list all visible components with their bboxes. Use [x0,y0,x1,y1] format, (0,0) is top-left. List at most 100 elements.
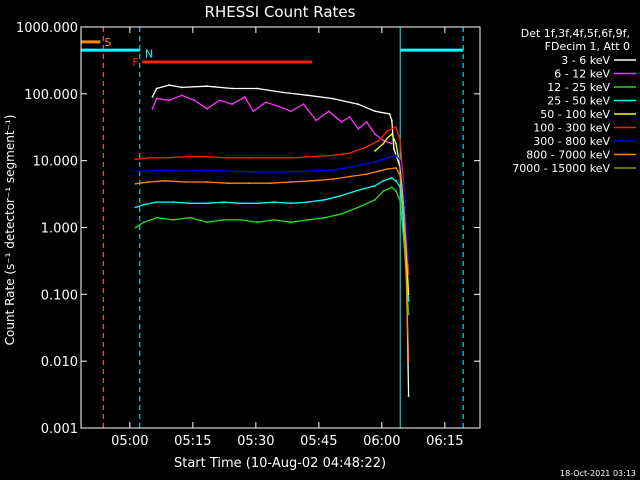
series-2-point-5 [206,221,208,224]
annotation-label-F: F [132,56,138,69]
series-7-point-14 [386,168,389,170]
series-6-point-18 [407,261,410,264]
series-line-7 [135,167,410,362]
series-5-point-7 [269,157,271,159]
series-6-point-7 [269,171,271,173]
series-4-point-2 [386,136,389,139]
series-0-point-1 [155,87,158,90]
series-4-point-3 [390,133,393,136]
series-5-point-13 [378,139,381,142]
series-1-point-16 [340,121,343,123]
series-6-point-8 [290,171,292,173]
series-1-point-5 [206,107,208,110]
annotation-label-N: N [145,48,153,61]
series-2-point-2 [155,216,158,219]
series-3-point-18 [395,179,397,182]
series-2-point-13 [340,213,343,215]
series-7-point-10 [332,178,334,181]
series-6-point-4 [206,169,208,172]
series-3-point-3 [172,201,175,204]
series-1-point-3 [180,94,183,97]
series-2-point-0 [134,226,137,229]
series-0-point-12 [388,113,391,115]
series-1-point-0 [151,107,154,110]
series-0-point-10 [357,103,360,106]
x-tick-label-2: 05:30 [237,434,274,449]
series-6-point-14 [386,157,389,159]
series-3-point-8 [256,202,259,205]
series-3-point-17 [390,177,393,179]
series-6-point-10 [332,169,334,172]
series-1-point-21 [382,139,385,142]
series-0-point-17 [407,395,410,397]
series-line-1 [151,94,393,145]
series-3-point-21 [407,299,410,302]
series-7-point-5 [227,182,229,185]
series-4-point-1 [382,142,385,145]
legend-header-line-1: Det 1f,3f,4f,5f,6f,9f, [521,27,630,40]
series-3-point-10 [290,202,292,205]
series-4-point-7 [407,293,410,296]
y-tick-label-0: 1000.000 [16,21,78,36]
annotation-label-S: S [104,36,111,49]
series-6-point-3 [185,170,187,172]
series-1-point-12 [290,110,292,113]
series-1-point-15 [327,110,330,113]
series-3-point-13 [340,194,343,197]
series-5-point-1 [147,157,150,159]
y-tick-label-5: 0.010 [41,355,78,370]
series-3-point-0 [134,206,137,209]
series-7-point-17 [403,214,406,217]
series-5-point-9 [311,155,313,158]
series-7-point-9 [311,179,313,182]
series-2-point-6 [222,219,225,221]
series-6-point-0 [134,170,137,172]
legend-label-0: 3 - 6 keV [561,54,610,67]
series-6-point-16 [399,159,402,162]
series-7-point-13 [378,170,381,172]
series-2-point-18 [395,190,397,193]
series-5-point-0 [134,158,137,161]
series-3-point-16 [382,179,385,182]
series-6-point-1 [147,170,150,172]
series-7-point-6 [248,182,250,185]
series-7-point-8 [290,181,292,183]
series-2-point-9 [273,219,276,221]
x-tick-label-3: 05:45 [300,434,337,449]
series-1-point-20 [374,133,376,136]
series-7-point-7 [269,182,271,185]
series-1-point-18 [357,127,360,130]
series-6-point-9 [311,170,313,172]
legend-label-2: 12 - 25 keV [547,81,610,94]
series-5-point-5 [227,157,229,159]
series-3-point-14 [357,189,360,192]
series-1-point-17 [348,116,351,118]
series-0-point-13 [390,119,393,122]
series-5-point-10 [332,154,334,157]
x-tick-label-5: 06:15 [426,434,463,449]
series-6-point-13 [378,159,381,162]
x-tick-label-0: 05:00 [111,434,148,449]
series-0-point-2 [168,84,171,86]
series-7-point-18 [407,360,410,363]
series-0-point-11 [374,110,376,113]
series-2-point-12 [323,216,326,219]
series-4-point-4 [395,142,397,145]
series-6-point-5 [227,170,229,172]
series-1-point-14 [315,119,318,122]
series-7-point-1 [147,181,150,183]
legend-label-8: 7000 - 15000 keV [512,162,610,175]
series-2-point-19 [399,200,402,202]
series-1-point-19 [365,121,368,123]
series-2-point-7 [239,219,242,221]
y-tick-label-2: 10.000 [33,155,79,170]
series-2-point-14 [357,206,360,209]
chart-title: RHESSI Count Rates [205,3,356,21]
series-3-point-19 [399,186,402,189]
series-6-point-2 [164,169,166,172]
y-axis-title: Count Rate (s⁻¹ detector⁻¹ segment⁻¹) [3,115,17,346]
series-line-0 [151,84,410,397]
series-2-point-21 [407,313,410,316]
series-1-point-8 [243,96,246,98]
